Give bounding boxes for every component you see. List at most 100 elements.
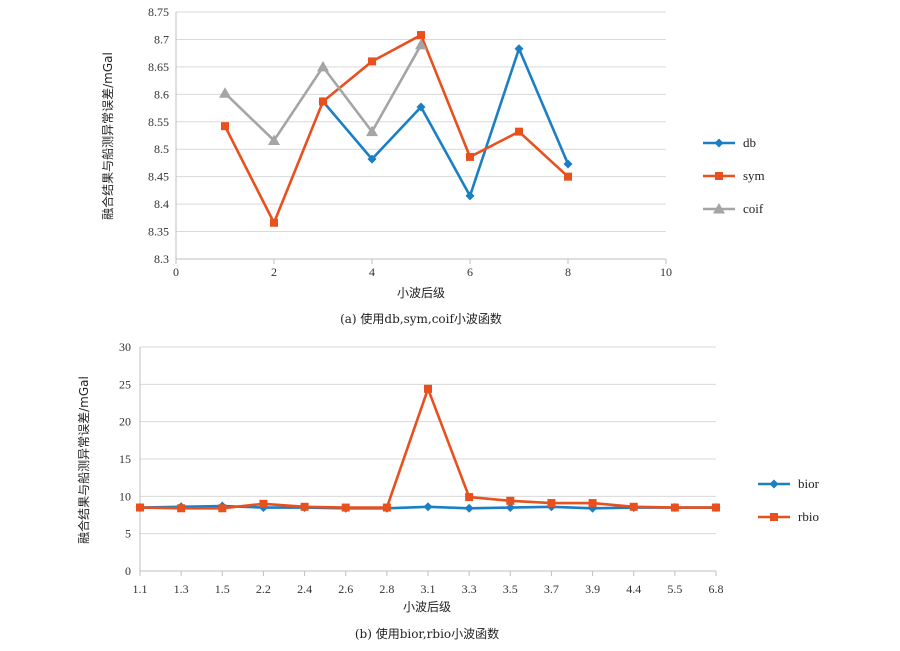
chart-a-caption: (a) 使用db,sym,coif小波函数: [340, 311, 502, 326]
chart-a-x-tick-labels: 0 2 4 6 8 10: [173, 265, 672, 279]
y-tick-label: 15: [119, 452, 131, 466]
legend-marker: [714, 138, 724, 148]
chart-a-legend: db sym coif: [703, 135, 765, 216]
chart-a-series: [219, 31, 573, 227]
legend-marker: [715, 172, 723, 180]
y-tick-label: 8.6: [154, 87, 169, 101]
data-point-rbio: [506, 496, 515, 505]
chart-b: 0 5 10 15 20 25 30 1.1 1.3 1.5 2.2 2.4 2.6 2.8 3.1 3.3…: [76, 340, 820, 641]
data-point-rbio: [670, 503, 679, 512]
data-point-coif: [317, 60, 329, 72]
y-tick-label: 8.3: [154, 252, 169, 266]
legend-item-coif: coif: [703, 201, 764, 216]
y-tick-label: 8.4: [154, 197, 169, 211]
chart-b-series: [135, 384, 721, 513]
legend-item-sym: sym: [703, 168, 765, 183]
legend-item-bior: bior: [758, 476, 820, 491]
x-tick-label: 10: [660, 265, 672, 279]
x-tick-label: 5.5: [667, 582, 682, 596]
x-tick-label: 2: [271, 265, 277, 279]
data-point-bior: [423, 502, 433, 512]
series-line-db: [322, 47, 570, 198]
legend-label: bior: [798, 476, 820, 491]
x-tick-label: 1.1: [133, 582, 148, 596]
data-point-sym: [417, 31, 425, 40]
series-rbio: [136, 384, 720, 513]
x-tick-label: 6: [467, 265, 473, 279]
x-tick-label: 4.4: [626, 582, 641, 596]
legend-label: rbio: [798, 509, 819, 524]
data-point-bior: [505, 503, 515, 513]
chart-a-axes: [175, 12, 667, 264]
data-point-rbio: [424, 384, 432, 393]
data-point-rbio: [588, 499, 597, 508]
data-point-db: [465, 191, 475, 201]
x-tick-label: 2.8: [379, 582, 394, 596]
y-tick-label: 30: [119, 340, 131, 354]
y-tick-label: 8.7: [154, 32, 169, 46]
y-tick-label: 25: [119, 377, 131, 391]
data-point-sym: [368, 57, 376, 66]
data-point-rbio: [259, 499, 268, 508]
legend-marker: [713, 203, 725, 214]
data-point-sym: [515, 127, 523, 136]
chart-b-y-axis-title: 融合结果与船测异常误差/mGal: [76, 376, 91, 544]
data-point-coif: [219, 87, 231, 98]
series-line-sym: [223, 33, 569, 225]
x-tick-label: 3.5: [503, 582, 518, 596]
y-tick-label: 8.55: [148, 115, 169, 129]
x-tick-label: 3.7: [544, 582, 559, 596]
y-tick-label: 5: [125, 527, 131, 541]
data-point-coif: [366, 125, 378, 137]
data-point-rbio: [341, 503, 350, 512]
data-point-sym: [221, 122, 229, 131]
data-point-rbio: [712, 503, 720, 512]
data-point-bior: [464, 503, 474, 513]
x-tick-label: 4: [369, 265, 375, 279]
legend-item-db: db: [703, 135, 756, 150]
x-tick-label: 3.3: [462, 582, 477, 596]
chart-b-x-axis-title: 小波后级: [403, 600, 451, 614]
y-tick-label: 8.75: [148, 5, 169, 19]
y-tick-label: 8.5: [154, 142, 169, 156]
x-tick-label: 2.6: [338, 582, 353, 596]
data-point-rbio: [177, 504, 186, 513]
x-tick-label: 8: [565, 265, 571, 279]
legend-label: db: [743, 135, 756, 150]
y-tick-label: 10: [119, 489, 131, 503]
x-tick-label: 3.1: [421, 582, 436, 596]
data-point-db: [563, 159, 573, 169]
y-tick-label: 8.45: [148, 170, 169, 184]
x-tick-label: 2.2: [256, 582, 271, 596]
data-point-db: [367, 154, 377, 164]
chart-b-legend: bior rbio: [758, 476, 820, 524]
y-tick-label: 20: [119, 415, 131, 429]
data-point-sym: [270, 218, 278, 227]
series-line-rbio: [139, 387, 716, 510]
chart-b-caption: (b) 使用bior,rbio小波函数: [355, 626, 499, 641]
data-point-rbio: [629, 502, 638, 511]
x-tick-label: 0: [173, 265, 179, 279]
y-tick-label: 0: [125, 564, 131, 578]
chart-a-y-tick-labels: 8.3 8.35 8.4 8.45 8.5 8.55 8.6 8.65 8.7 8.75: [148, 5, 169, 266]
data-point-rbio: [300, 502, 309, 511]
data-point-db: [514, 44, 524, 54]
series-sym: [221, 31, 572, 227]
chart-b-x-tick-labels: 1.1 1.3 1.5 2.2 2.4 2.6 2.8 3.1 3.3 3.5 3.7 3.9 4.4 5…: [133, 582, 724, 596]
data-point-db: [416, 102, 426, 112]
legend-label: coif: [743, 201, 764, 216]
chart-a: 8.3 8.35 8.4 8.45 8.5 8.55 8.6 8.65 8.7 8.75 0 2 4 6…: [100, 5, 765, 326]
y-tick-label: 8.35: [148, 225, 169, 239]
chart-b-gridlines: [140, 346, 716, 572]
x-tick-label: 1.3: [174, 582, 189, 596]
data-point-rbio: [382, 503, 391, 512]
series-coif: [219, 38, 427, 145]
data-point-rbio: [465, 493, 474, 502]
series-line-coif: [224, 44, 423, 142]
legend-item-rbio: rbio: [758, 509, 819, 524]
x-tick-label: 1.5: [215, 582, 230, 596]
data-point-rbio: [547, 499, 556, 508]
data-point-coif: [268, 134, 280, 145]
x-tick-label: 2.4: [297, 582, 312, 596]
